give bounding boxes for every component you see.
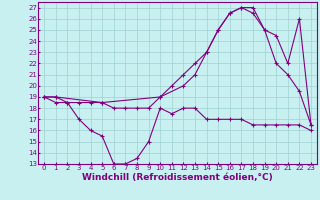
X-axis label: Windchill (Refroidissement éolien,°C): Windchill (Refroidissement éolien,°C) <box>82 173 273 182</box>
